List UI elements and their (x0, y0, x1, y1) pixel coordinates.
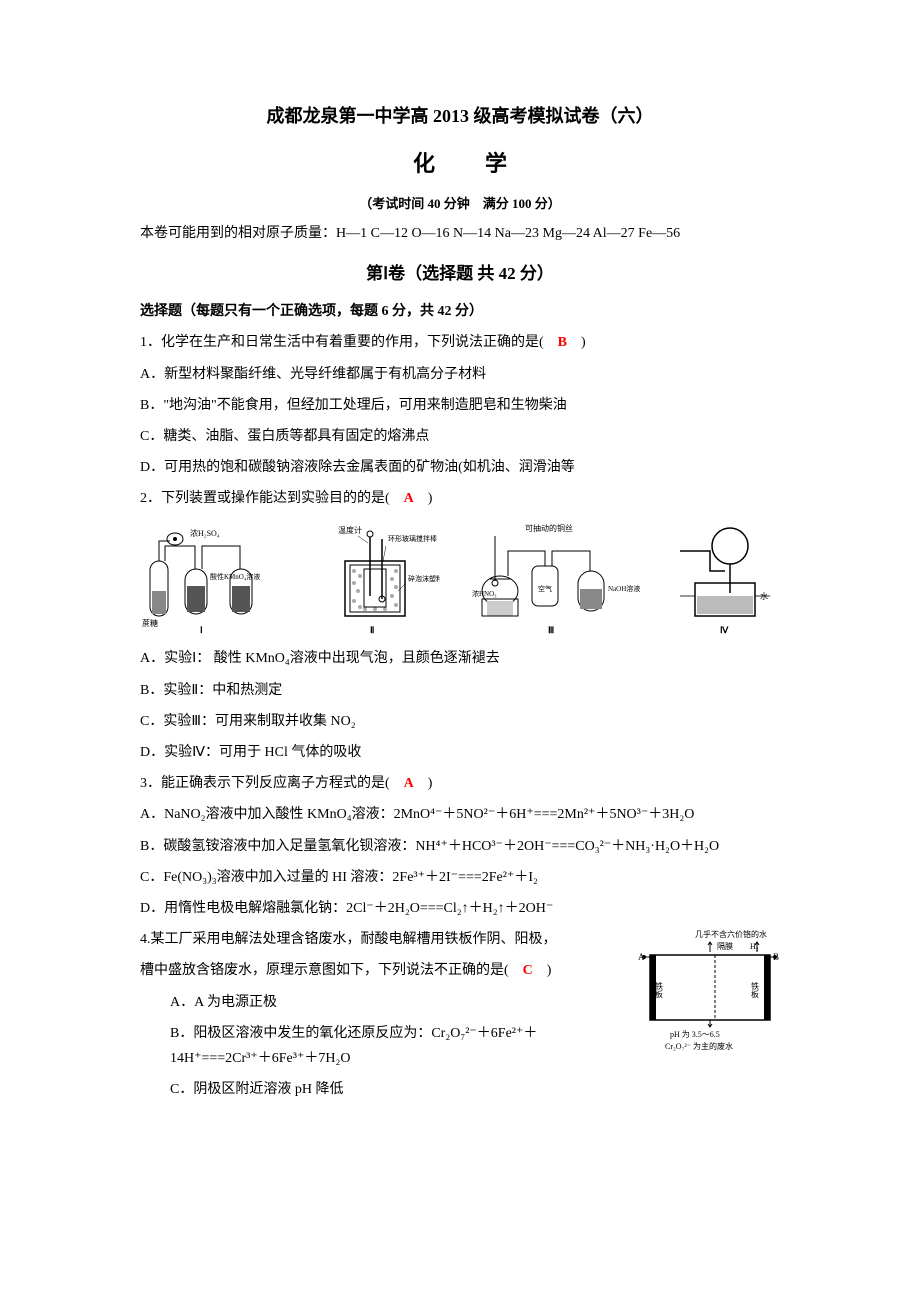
q4-option-b: B．阳极区溶液中发生的氧化还原反应为：Cr₂O₇²⁻＋6Fe²⁺＋14H⁺===… (140, 1021, 625, 1071)
svg-text:几乎不含六价铬的水: 几乎不含六价铬的水 (695, 929, 767, 939)
q2-diagrams: 浓H₂SO₄ 酸性KMnO₄溶液 蔗糖 Ⅰ (140, 521, 780, 636)
q3-text: 3．能正确表示下列反应离子方程式的是( A ) (140, 771, 780, 796)
q4-diagram: 几乎不含六价铬的水 隔膜 H₂ A B 铁板 铁板 pH 为 3.5～6.5 (635, 927, 780, 1077)
q2-option-c: C．实验Ⅲ：可用来制取并收集 NO₂ (140, 709, 780, 734)
section-1-instruction: 选择题（每题只有一个正确选项，每题 6 分，共 42 分） (140, 299, 780, 324)
subject-title: 化学 (140, 144, 780, 184)
svg-text:空气: 空气 (538, 584, 552, 593)
atomic-mass-info: 本卷可能用到的相对原子质量：H—1 C—12 O—16 N—14 Na—23 M… (140, 221, 780, 246)
q2-option-b: B．实验Ⅱ：中和热测定 (140, 678, 780, 703)
svg-text:水: 水 (760, 591, 768, 601)
q4-option-a: A．A 为电源正极 (140, 990, 625, 1015)
svg-text:隔膜: 隔膜 (717, 941, 733, 951)
svg-text:Ⅲ: Ⅲ (548, 625, 554, 635)
diagram-4: 水 Ⅳ (670, 521, 780, 636)
diagram-2: 温度计 环形玻璃搅拌棒 碎泡沫塑料 Ⅱ (310, 521, 440, 636)
q3-option-d: D．用惰性电极电解熔融氯化钠：2Cl⁻＋2H₂O===Cl₂↑＋H₂↑＋2OH⁻ (140, 896, 780, 921)
svg-text:Ⅱ: Ⅱ (370, 625, 374, 635)
q4-answer: C (523, 963, 533, 978)
svg-text:环形玻璃搅拌棒: 环形玻璃搅拌棒 (388, 534, 437, 543)
svg-text:可抽动的铜丝: 可抽动的铜丝 (525, 523, 573, 533)
svg-text:铁板: 铁板 (655, 981, 664, 999)
q1-option-d: D．可用热的饱和碳酸钠溶液除去金属表面的矿物油(如机油、润滑油等 (140, 455, 780, 480)
q2-answer: A (404, 491, 414, 506)
q3-answer: A (404, 776, 414, 791)
svg-text:铁板: 铁板 (751, 981, 760, 999)
q1-option-a: A．新型材料聚酯纤维、光导纤维都属于有机高分子材料 (140, 362, 780, 387)
diagram-3: 可抽动的铜丝 浓HNO₃ 空气 NaOH溶液 Ⅲ (470, 521, 640, 636)
q3-option-b: B．碳酸氢铵溶液中加入足量氢氧化钡溶液：NH⁴⁺＋HCO³⁻＋2OH⁻===CO… (140, 834, 780, 859)
q1-answer: B (558, 335, 567, 350)
svg-text:浓HNO₃: 浓HNO₃ (472, 589, 497, 598)
q1-option-b: B．"地沟油"不能食用，但经加工处理后，可用来制造肥皂和生物柴油 (140, 393, 780, 418)
exam-info: （考试时间 40 分钟 满分 100 分） (140, 192, 780, 215)
svg-text:碎泡沫塑料: 碎泡沫塑料 (408, 574, 440, 583)
main-title: 成都龙泉第一中学高 2013 级高考模拟试卷（六） (140, 100, 780, 132)
svg-text:温度计: 温度计 (338, 525, 362, 535)
svg-text:酸性KMnO₄溶液: 酸性KMnO₄溶液 (210, 572, 260, 581)
q4-option-c: C．阴极区附近溶液 pH 降低 (140, 1077, 780, 1102)
question-1: 1．化学在生产和日常生活中有着重要的作用，下列说法正确的是( B ) A．新型材… (140, 330, 780, 480)
q2-option-d: D．实验Ⅳ：可用于 HCl 气体的吸收 (140, 740, 780, 765)
section-1-title: 第Ⅰ卷（选择题 共 42 分） (140, 259, 780, 290)
q2-option-a: A．实验Ⅰ： 酸性 KMnO₄溶液中出现气泡，且颜色逐渐褪去 (140, 646, 780, 671)
svg-text:Ⅳ: Ⅳ (720, 625, 729, 635)
q1-option-c: C．糖类、油脂、蛋白质等都具有固定的熔沸点 (140, 424, 780, 449)
diagram-1: 浓H₂SO₄ 酸性KMnO₄溶液 蔗糖 Ⅰ (140, 521, 280, 636)
q4-text-1: 4.某工厂采用电解法处理含铬废水，耐酸电解槽用铁板作阴、阳极， (140, 927, 625, 952)
q1-text: 1．化学在生产和日常生活中有着重要的作用，下列说法正确的是( B ) (140, 330, 780, 355)
q4-text-2: 槽中盛放含铬废水，原理示意图如下，下列说法不正确的是( C ) (140, 958, 625, 983)
q3-option-a: A．NaNO₂溶液中加入酸性 KMnO₄溶液：2MnO⁴⁻＋5NO²⁻＋6H⁺=… (140, 802, 780, 827)
svg-text:Cr₂O₇²⁻ 为主的废水: Cr₂O₇²⁻ 为主的废水 (665, 1041, 733, 1051)
question-4: 4.某工厂采用电解法处理含铬废水，耐酸电解槽用铁板作阴、阳极， 槽中盛放含铬废水… (140, 927, 780, 1102)
svg-text:NaOH溶液: NaOH溶液 (608, 584, 640, 593)
question-2: 2．下列装置或操作能达到实验目的的是( A ) 浓H₂SO₄ 酸性KMnO₄溶液… (140, 486, 780, 765)
q3-option-c: C．Fe(NO₃)₃溶液中加入过量的 HI 溶液：2Fe³⁺＋2I⁻===2Fe… (140, 865, 780, 890)
svg-text:蔗糖: 蔗糖 (142, 618, 158, 628)
q2-text: 2．下列装置或操作能达到实验目的的是( A ) (140, 486, 780, 511)
svg-text:Ⅰ: Ⅰ (200, 625, 203, 635)
question-3: 3．能正确表示下列反应离子方程式的是( A ) A．NaNO₂溶液中加入酸性 K… (140, 771, 780, 921)
svg-text:浓H₂SO₄: 浓H₂SO₄ (190, 529, 220, 538)
svg-text:pH 为 3.5～6.5: pH 为 3.5～6.5 (670, 1029, 720, 1039)
